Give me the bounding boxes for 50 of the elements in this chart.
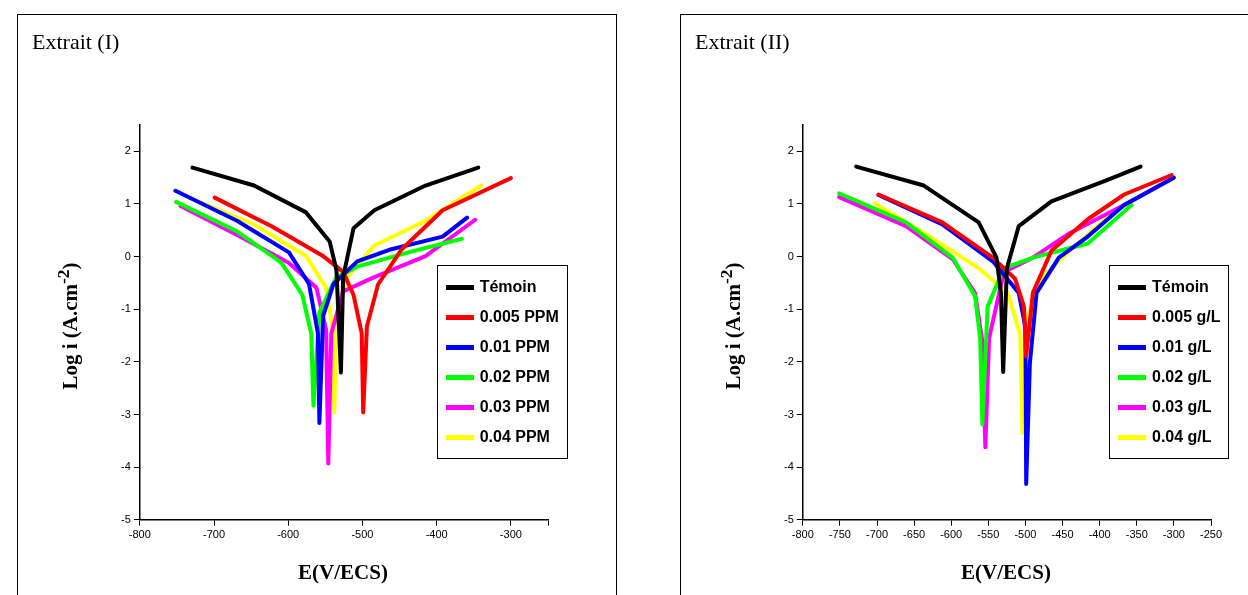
x-tick-label: -700 bbox=[202, 528, 226, 541]
x-tick-label: -400 bbox=[425, 528, 448, 541]
legend-label: 0.01 g/L bbox=[1152, 338, 1212, 357]
y-tick-label: -5 bbox=[784, 512, 794, 525]
x-tick-label: -450 bbox=[1051, 528, 1074, 541]
legend-label: 0.01 PPM bbox=[479, 338, 550, 357]
chart-title: Extrait (I) bbox=[32, 29, 120, 55]
legend-label: 0.005 g/L bbox=[1152, 308, 1221, 327]
x-tick-label: -650 bbox=[903, 528, 926, 541]
x-tick-label: -400 bbox=[1088, 528, 1111, 541]
y-tick-label: -2 bbox=[784, 354, 794, 367]
legend-label: Témoin bbox=[479, 278, 537, 297]
x-tick-label: -700 bbox=[865, 528, 889, 541]
y-tick-label: 0 bbox=[787, 249, 794, 262]
y-tick-label: 1 bbox=[787, 196, 794, 209]
y-tick-label: 1 bbox=[124, 196, 131, 209]
legend-label: 0.04 PPM bbox=[479, 428, 550, 447]
x-tick-label: -750 bbox=[828, 528, 851, 541]
x-tick-label: -800 bbox=[791, 528, 814, 541]
legend-label: 0.02 PPM bbox=[479, 368, 550, 387]
y-tick-label: -3 bbox=[784, 407, 794, 420]
x-tick-label: -250 bbox=[1199, 528, 1223, 541]
legend-label: 0.005 PPM bbox=[479, 308, 559, 327]
x-tick-label: -300 bbox=[499, 528, 522, 541]
y-tick-label: -2 bbox=[121, 354, 131, 367]
y-tick-label: -1 bbox=[121, 302, 131, 315]
x-tick-label: -800 bbox=[128, 528, 151, 541]
legend-label: 0.03 g/L bbox=[1152, 398, 1212, 417]
x-tick-label: -550 bbox=[977, 528, 1000, 541]
y-tick-label: 0 bbox=[124, 249, 131, 262]
x-tick-label: -600 bbox=[940, 528, 963, 541]
x-tick-label: -500 bbox=[1014, 528, 1037, 541]
y-tick-label: 2 bbox=[124, 144, 131, 157]
x-axis-title: E(V/ECS) bbox=[297, 560, 389, 585]
y-tick-label: -1 bbox=[784, 302, 794, 315]
x-tick-label: -500 bbox=[351, 528, 374, 541]
chart-title: Extrait (II) bbox=[695, 29, 790, 55]
x-tick-label: -600 bbox=[277, 528, 300, 541]
y-tick-label: -4 bbox=[121, 460, 131, 473]
legend-label: 0.02 g/L bbox=[1152, 368, 1212, 387]
x-tick-label: -350 bbox=[1125, 528, 1148, 541]
y-tick-label: 2 bbox=[787, 144, 794, 157]
y-tick-label: -4 bbox=[784, 460, 794, 473]
legend-label: 0.04 g/L bbox=[1152, 428, 1212, 447]
legend-label: Témoin bbox=[1152, 278, 1209, 297]
y-tick-label: -3 bbox=[121, 407, 131, 420]
x-axis-title: E(V/ECS) bbox=[960, 560, 1052, 585]
x-tick-label: -300 bbox=[1162, 528, 1185, 541]
legend-label: 0.03 PPM bbox=[479, 398, 550, 417]
y-tick-label: -5 bbox=[121, 512, 131, 525]
